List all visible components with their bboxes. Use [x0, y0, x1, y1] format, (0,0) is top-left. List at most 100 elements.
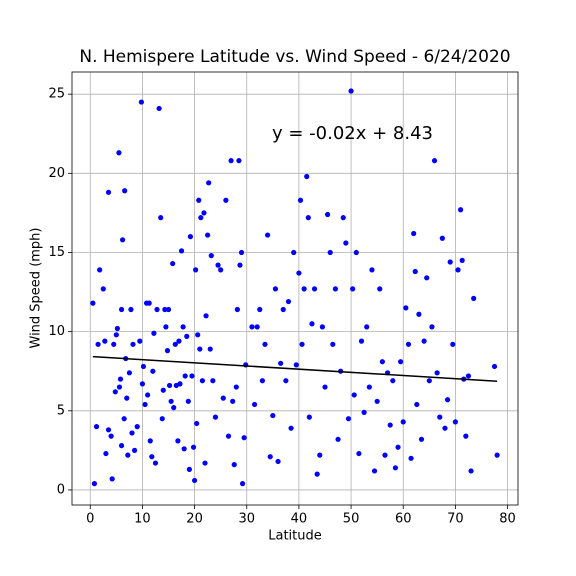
point	[186, 466, 192, 472]
point	[158, 215, 164, 221]
point	[111, 341, 117, 347]
point	[314, 471, 320, 477]
point	[203, 313, 209, 319]
point	[225, 433, 232, 439]
point	[118, 443, 125, 449]
point	[437, 414, 443, 420]
x-tick-label: 80	[499, 512, 516, 527]
point	[387, 422, 393, 428]
point	[335, 436, 341, 442]
point	[241, 435, 247, 441]
point	[361, 409, 367, 415]
point	[426, 378, 432, 384]
point	[317, 452, 323, 458]
point	[95, 341, 101, 347]
y-tick-label: 20	[48, 166, 65, 181]
point	[345, 416, 352, 422]
point	[395, 444, 401, 450]
point	[150, 368, 156, 374]
annotation: y = -0.02x + 8.43	[272, 123, 433, 144]
point	[322, 384, 328, 390]
point	[202, 460, 208, 466]
point	[418, 436, 425, 442]
point	[465, 373, 472, 379]
point	[131, 447, 138, 453]
point	[145, 392, 151, 398]
point	[128, 306, 134, 313]
point	[139, 381, 146, 387]
point	[170, 260, 176, 267]
point	[116, 150, 122, 156]
point	[180, 324, 186, 330]
point	[306, 414, 312, 420]
point	[270, 412, 276, 419]
point	[184, 333, 190, 339]
point	[450, 341, 456, 347]
point	[299, 341, 305, 347]
point	[102, 338, 108, 344]
point	[330, 341, 336, 347]
point	[109, 476, 115, 482]
point	[119, 237, 126, 243]
point	[272, 286, 279, 292]
point	[147, 438, 153, 444]
point	[223, 197, 229, 203]
point	[238, 249, 245, 256]
point	[259, 378, 265, 384]
point	[105, 427, 112, 433]
point	[137, 338, 143, 344]
point	[215, 262, 221, 268]
point	[405, 341, 412, 347]
point	[424, 275, 430, 281]
point	[377, 286, 383, 292]
point	[194, 420, 200, 427]
point	[285, 298, 292, 305]
point	[130, 341, 136, 347]
point	[168, 398, 174, 404]
point	[156, 105, 162, 112]
point	[390, 378, 396, 384]
point	[196, 197, 202, 203]
point	[234, 306, 240, 313]
point	[327, 249, 333, 256]
point	[151, 330, 157, 336]
point	[471, 295, 477, 301]
y-tick-label: 10	[48, 324, 65, 339]
point	[220, 395, 226, 401]
point	[171, 405, 177, 411]
point	[297, 197, 304, 203]
point	[178, 248, 185, 254]
point	[348, 88, 354, 94]
point	[429, 324, 435, 330]
x-axis-label: Latitude	[268, 529, 322, 544]
point	[122, 188, 128, 194]
point	[369, 267, 375, 273]
point	[113, 332, 119, 338]
point	[138, 99, 144, 105]
point	[190, 444, 197, 450]
point	[291, 249, 297, 256]
plot-frame	[71, 71, 519, 506]
point	[163, 324, 169, 330]
point	[105, 189, 112, 195]
point	[117, 376, 124, 382]
point	[350, 286, 356, 292]
point	[187, 234, 194, 240]
point	[198, 215, 204, 221]
point	[403, 305, 409, 311]
point	[181, 446, 187, 452]
point	[343, 240, 349, 246]
point	[191, 477, 198, 484]
point	[416, 311, 422, 317]
y-tick-label: 25	[48, 87, 65, 102]
point	[124, 395, 130, 401]
point	[205, 232, 211, 238]
point	[210, 378, 216, 384]
point	[165, 306, 172, 313]
point	[463, 433, 469, 439]
point	[207, 346, 213, 352]
point	[447, 259, 453, 265]
point	[97, 267, 103, 273]
point	[439, 235, 445, 241]
point	[121, 416, 127, 422]
